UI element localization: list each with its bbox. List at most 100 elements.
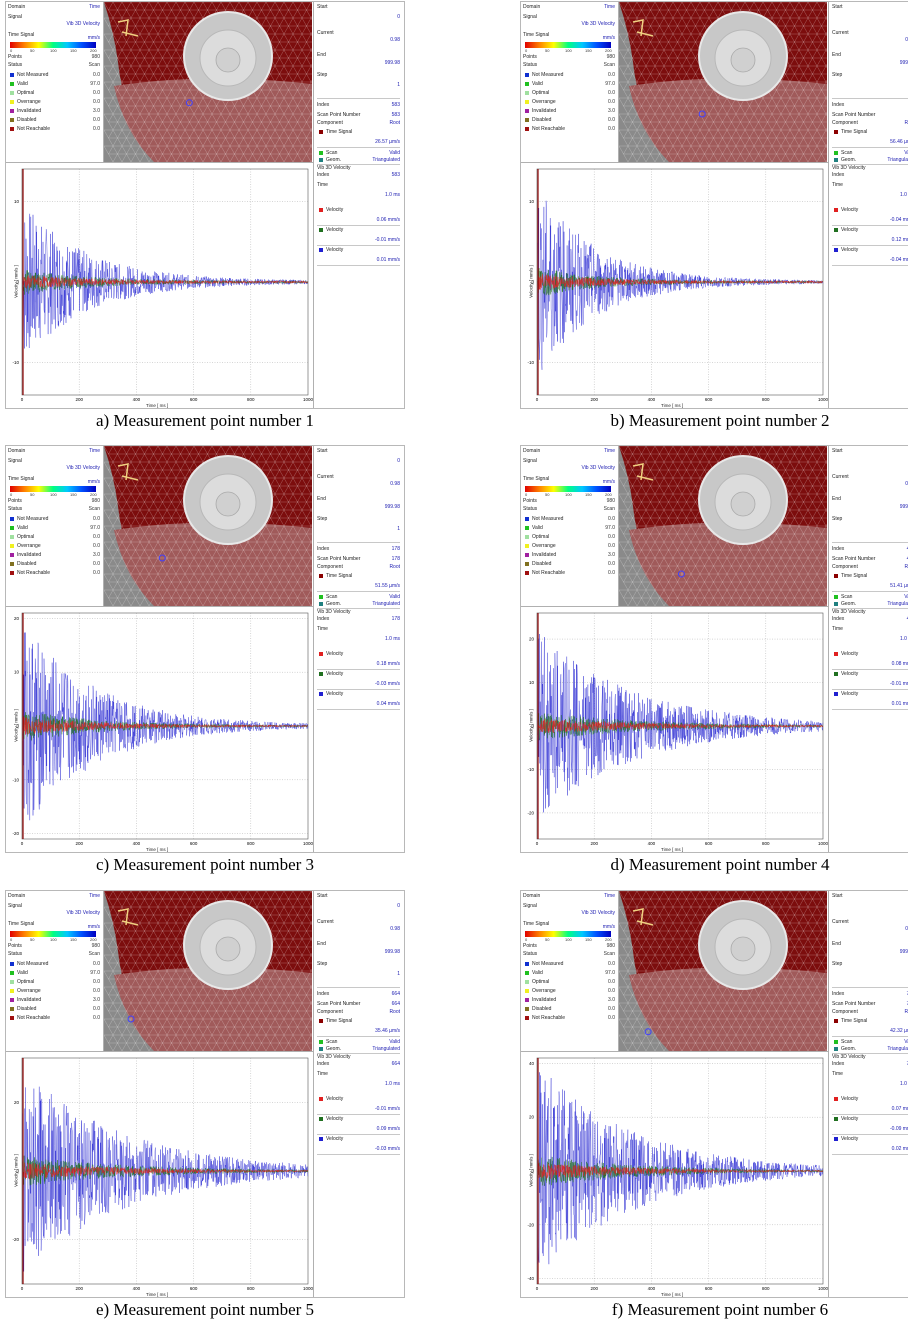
status-item-overrange[interactable]: Overrange 0.0 bbox=[8, 988, 100, 995]
current-value[interactable]: 0.98 bbox=[832, 926, 908, 933]
time-signal-item[interactable]: Time Signal bbox=[317, 1018, 400, 1025]
end-value[interactable]: 999.98 bbox=[317, 949, 400, 956]
status-item-not-reachable[interactable]: Not Reachable 0.0 bbox=[8, 570, 100, 577]
status-item-not-measured[interactable]: Not Measured 0.0 bbox=[523, 72, 615, 79]
status-row[interactable]: Status Scan bbox=[523, 62, 615, 69]
index-row[interactable]: Index 773 bbox=[832, 991, 908, 998]
status-item-overrange[interactable]: Overrange 0.0 bbox=[523, 99, 615, 106]
current-value[interactable]: 0.98 bbox=[317, 926, 400, 933]
velocity-z-row[interactable]: Velocity bbox=[317, 1136, 400, 1143]
velocity-y-row[interactable]: Velocity bbox=[832, 227, 908, 234]
status-item-overrange[interactable]: Overrange 0.0 bbox=[523, 543, 615, 550]
status-item-disabled[interactable]: Disabled 0.0 bbox=[8, 561, 100, 568]
status-item-not-reachable[interactable]: Not Reachable 0.0 bbox=[523, 126, 615, 133]
time-signal-item[interactable]: Time Signal bbox=[832, 129, 908, 136]
index-row[interactable]: Index 178 bbox=[317, 546, 400, 553]
status-item-disabled[interactable]: Disabled 0.0 bbox=[523, 1006, 615, 1013]
velocity-x-row[interactable]: Velocity bbox=[832, 207, 908, 214]
velocity-z-row[interactable]: Velocity bbox=[317, 247, 400, 254]
status-item-valid[interactable]: Valid 97.0 bbox=[8, 81, 100, 88]
velocity-z-row[interactable]: Velocity bbox=[832, 1136, 908, 1143]
time-value[interactable]: 1.0 ms bbox=[317, 192, 400, 199]
status-item-invalidated[interactable]: Invalidated 3.0 bbox=[523, 997, 615, 1004]
time-value[interactable]: 1.0 ms bbox=[832, 1081, 908, 1088]
velocity-y-row[interactable]: Velocity bbox=[317, 1116, 400, 1123]
velocity-y-row[interactable]: Velocity bbox=[832, 671, 908, 678]
status-item-disabled[interactable]: Disabled 0.0 bbox=[8, 1006, 100, 1013]
signal-value[interactable]: Vib 3D Velocity bbox=[581, 465, 615, 471]
velocity-x-row[interactable]: Velocity bbox=[317, 651, 400, 658]
time-signal-plot[interactable]: 20 10 0 -10 -20 0 200 400 600 800 1000 Velocity [ m… bbox=[6, 606, 313, 852]
domain-row[interactable]: Domain Time bbox=[8, 448, 100, 455]
step-value[interactable]: 1 bbox=[832, 526, 908, 533]
selected-point-marker[interactable] bbox=[644, 1028, 652, 1036]
start-value[interactable]: 0 bbox=[317, 14, 400, 21]
start-value[interactable]: 0 bbox=[832, 458, 908, 465]
index-row[interactable]: Index 583 bbox=[317, 102, 400, 109]
scan-mesh-image[interactable] bbox=[619, 891, 827, 1051]
status-item-not-measured[interactable]: Not Measured 0.0 bbox=[8, 961, 100, 968]
signal-value[interactable]: Vib 3D Velocity bbox=[66, 21, 100, 27]
status-item-invalidated[interactable]: Invalidated 3.0 bbox=[523, 108, 615, 115]
end-value[interactable]: 999.98 bbox=[317, 504, 400, 511]
status-item-not-reachable[interactable]: Not Reachable 0.0 bbox=[8, 126, 100, 133]
scan-mesh-image[interactable] bbox=[619, 2, 827, 162]
status-item-optimal[interactable]: Optimal 0.0 bbox=[523, 979, 615, 986]
domain-row[interactable]: Domain Time bbox=[8, 893, 100, 900]
index-row[interactable]: Index 664 bbox=[317, 991, 400, 998]
velocity-y-row[interactable]: Velocity bbox=[832, 1116, 908, 1123]
status-item-valid[interactable]: Valid 97.0 bbox=[523, 81, 615, 88]
selected-point-marker[interactable] bbox=[698, 110, 706, 118]
end-value[interactable]: 999.98 bbox=[832, 60, 908, 67]
current-value[interactable]: 0.98 bbox=[317, 37, 400, 44]
step-value[interactable]: 1 bbox=[317, 971, 400, 978]
scan-mesh-image[interactable] bbox=[104, 446, 312, 606]
end-value[interactable]: 999.98 bbox=[832, 949, 908, 956]
start-value[interactable]: 0 bbox=[832, 14, 908, 21]
status-item-disabled[interactable]: Disabled 0.0 bbox=[8, 117, 100, 124]
status-row[interactable]: Status Scan bbox=[523, 506, 615, 513]
domain-row[interactable]: Domain Time bbox=[523, 893, 615, 900]
status-item-overrange[interactable]: Overrange 0.0 bbox=[8, 543, 100, 550]
status-item-optimal[interactable]: Optimal 0.0 bbox=[8, 979, 100, 986]
domain-row[interactable]: Domain Time bbox=[523, 4, 615, 11]
velocity-z-row[interactable]: Velocity bbox=[832, 247, 908, 254]
status-item-optimal[interactable]: Optimal 0.0 bbox=[8, 90, 100, 97]
time-value[interactable]: 1.0 ms bbox=[317, 1081, 400, 1088]
status-row[interactable]: Status Scan bbox=[523, 951, 615, 958]
status-item-disabled[interactable]: Disabled 0.0 bbox=[523, 117, 615, 124]
time-value[interactable]: 1.0 ms bbox=[317, 636, 400, 643]
status-item-invalidated[interactable]: Invalidated 3.0 bbox=[8, 108, 100, 115]
time-signal-item[interactable]: Time Signal bbox=[832, 573, 908, 580]
time-signal-plot[interactable]: 20 10 0 -10 -20 0 200 400 600 800 1000 Velocity [ m… bbox=[521, 606, 828, 852]
status-item-not-measured[interactable]: Not Measured 0.0 bbox=[8, 72, 100, 79]
signal-value[interactable]: Vib 3D Velocity bbox=[66, 465, 100, 471]
selected-point-marker[interactable] bbox=[677, 570, 685, 578]
status-item-not-reachable[interactable]: Not Reachable 0.0 bbox=[523, 1015, 615, 1022]
step-value[interactable]: 1 bbox=[832, 971, 908, 978]
scan-mesh-image[interactable] bbox=[619, 446, 827, 606]
velocity-y-row[interactable]: Velocity bbox=[317, 671, 400, 678]
domain-row[interactable]: Domain Time bbox=[8, 4, 100, 11]
step-value[interactable]: 1 bbox=[317, 526, 400, 533]
step-value[interactable]: 1 bbox=[832, 82, 908, 89]
status-item-not-measured[interactable]: Not Measured 0.0 bbox=[523, 516, 615, 523]
velocity-x-row[interactable]: Velocity bbox=[317, 207, 400, 214]
current-value[interactable]: 0.98 bbox=[317, 481, 400, 488]
end-value[interactable]: 999.98 bbox=[832, 504, 908, 511]
time-signal-item[interactable]: Time Signal bbox=[317, 129, 400, 136]
status-item-optimal[interactable]: Optimal 0.0 bbox=[523, 90, 615, 97]
time-value[interactable]: 1.0 ms bbox=[832, 636, 908, 643]
time-signal-plot[interactable]: 20 0 -20 0 200 400 600 800 1000 Velocity [ mm/s ]… bbox=[6, 1051, 313, 1297]
status-row[interactable]: Status Scan bbox=[8, 951, 100, 958]
velocity-x-row[interactable]: Velocity bbox=[832, 1096, 908, 1103]
index-row[interactable]: Index 407 bbox=[832, 546, 908, 553]
status-item-invalidated[interactable]: Invalidated 3.0 bbox=[523, 552, 615, 559]
time-signal-item[interactable]: Time Signal bbox=[317, 573, 400, 580]
velocity-x-row[interactable]: Velocity bbox=[317, 1096, 400, 1103]
status-item-valid[interactable]: Valid 97.0 bbox=[8, 525, 100, 532]
velocity-x-row[interactable]: Velocity bbox=[832, 651, 908, 658]
status-item-overrange[interactable]: Overrange 0.0 bbox=[8, 99, 100, 106]
status-item-disabled[interactable]: Disabled 0.0 bbox=[523, 561, 615, 568]
status-row[interactable]: Status Scan bbox=[8, 62, 100, 69]
